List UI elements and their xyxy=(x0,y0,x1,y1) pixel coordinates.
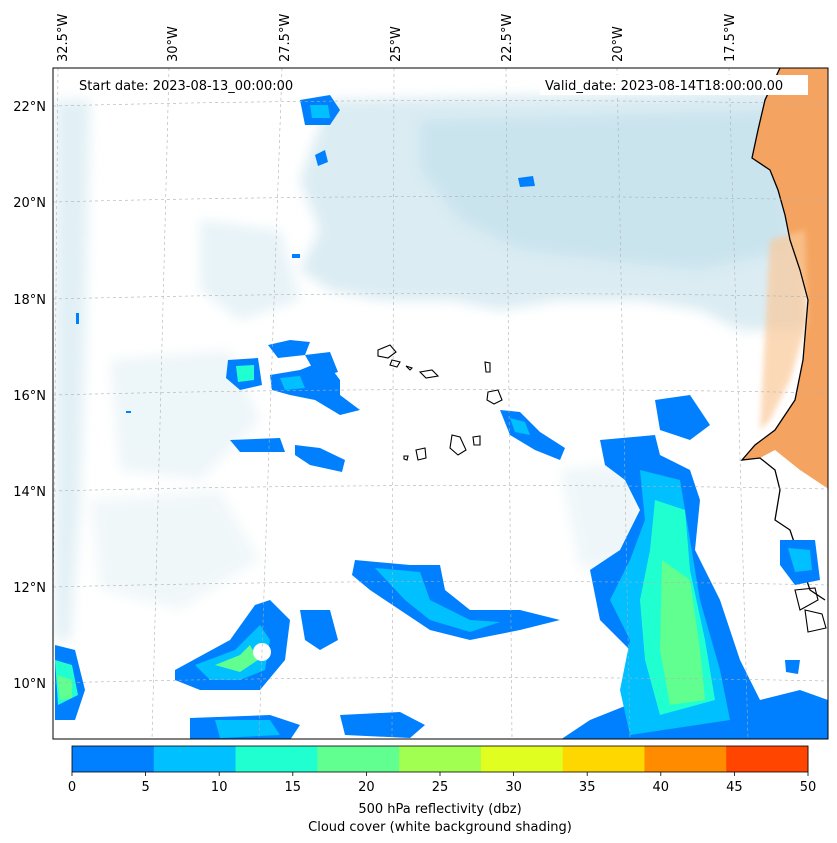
colorbar-tick-label: 5 xyxy=(141,780,149,795)
colorbar-tick-label: 35 xyxy=(579,780,596,795)
colorbar-tick-label: 40 xyxy=(653,780,670,795)
colorbar-segment xyxy=(317,746,400,772)
lat-label: 22°N xyxy=(13,100,46,115)
lat-label: 16°N xyxy=(13,389,46,404)
start-date-label: Start date: 2023-08-13_00:00:00 xyxy=(79,79,293,94)
cape-verde-islands xyxy=(377,344,503,461)
lon-label: 27.5°W xyxy=(278,14,293,62)
lon-label: 20°W xyxy=(611,26,626,62)
colorbar-segment xyxy=(72,746,155,772)
colorbar-tick-label: 10 xyxy=(211,780,228,795)
colorbar-segment xyxy=(644,746,727,772)
colorbar-segment xyxy=(235,746,318,772)
lon-label: 22.5°W xyxy=(500,14,515,62)
colorbar-tick-label: 20 xyxy=(358,780,375,795)
lat-label: 20°N xyxy=(13,196,46,211)
lat-label: 18°N xyxy=(13,293,46,308)
gridlines xyxy=(53,68,828,739)
lat-label: 14°N xyxy=(13,485,46,500)
colorbar: 0 5 10 15 20 25 30 35 40 45 50 xyxy=(68,745,817,795)
reflectivity-patches xyxy=(55,95,828,739)
longitude-labels: 32.5°W 30°W 27.5°W 25°W 22.5°W 20°W 17.5… xyxy=(56,14,738,62)
colorbar-segment xyxy=(562,746,645,772)
colorbar-segment xyxy=(153,746,237,772)
colorbar-segment xyxy=(726,746,809,772)
lon-label: 25°W xyxy=(389,26,404,62)
latitude-labels: 22°N 20°N 18°N 16°N 14°N 12°N 10°N xyxy=(13,100,46,692)
colorbar-tick-label: 0 xyxy=(68,780,76,795)
cloud-cover-shading xyxy=(55,90,805,640)
valid-date-box xyxy=(540,75,808,95)
lat-label: 12°N xyxy=(13,581,46,596)
coastline-africa xyxy=(740,68,826,601)
lat-label: 10°N xyxy=(13,677,46,692)
colorbar-tick-label: 15 xyxy=(285,780,302,795)
lon-label: 32.5°W xyxy=(56,14,71,62)
lon-label: 17.5°W xyxy=(723,14,738,62)
colorbar-tick-label: 50 xyxy=(800,780,817,795)
colorbar-label-line1: 500 hPa reflectivity (dbz) xyxy=(358,802,521,817)
map-frame xyxy=(52,67,829,740)
colorbar-tick-label: 25 xyxy=(432,780,449,795)
colorbar-tick-label: 30 xyxy=(505,780,522,795)
colorbar-segment xyxy=(480,746,564,772)
valid-date-label: Valid_date: 2023-08-14T18:00:00.00 xyxy=(545,79,783,94)
colorbar-segment xyxy=(399,746,482,772)
lon-label: 30°W xyxy=(166,26,181,62)
land-africa xyxy=(742,68,828,489)
land-africa-shade xyxy=(760,230,808,430)
colorbar-tick-label: 45 xyxy=(726,780,743,795)
colorbar-label-line2: Cloud cover (white background shading) xyxy=(308,820,572,835)
